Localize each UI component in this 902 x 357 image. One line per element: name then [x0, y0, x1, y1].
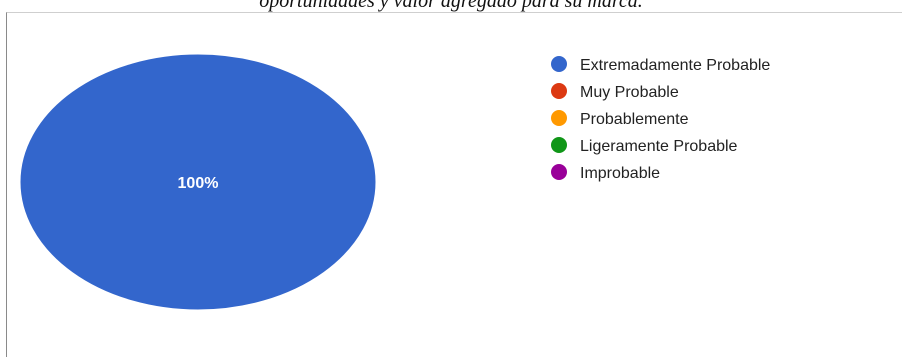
pie-chart: 100% Extremadamente Probable Muy Probable…	[19, 53, 770, 311]
chart-frame	[6, 12, 902, 357]
pie-slice-0	[19, 53, 377, 311]
legend-label-2: Probablemente	[580, 111, 689, 128]
chart-legend: Extremadamente Probable Muy Probable Proba…	[551, 56, 770, 182]
legend-marker-3	[551, 137, 567, 153]
legend-label-4: Improbable	[580, 165, 660, 182]
legend-label-0: Extremadamente Probable	[580, 57, 770, 74]
legend-marker-2	[551, 110, 567, 126]
legend-label-1: Muy Probable	[580, 84, 679, 101]
pie-slices	[19, 53, 377, 311]
legend-marker-1	[551, 83, 567, 99]
legend-marker-0	[551, 56, 567, 72]
legend-marker-4	[551, 164, 567, 180]
slice-label-0: 100%	[178, 175, 219, 192]
slice-labels: 100%	[178, 175, 219, 192]
chart-caption: oportunidades y valor agregado para su m…	[259, 0, 643, 12]
legend-label-3: Ligeramente Probable	[580, 138, 738, 155]
